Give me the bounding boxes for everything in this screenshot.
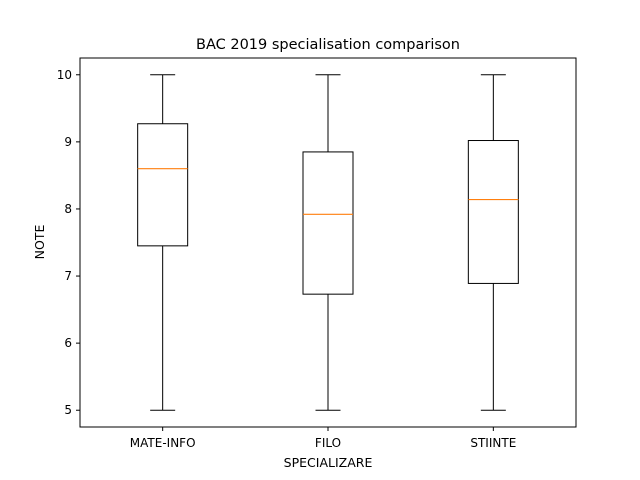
box-mate-info [137,74,189,411]
iqr-box [302,151,354,295]
y-axis-label: NOTE [32,225,47,260]
y-tick-label: 10 [57,68,72,82]
x-axis-label: SPECIALIZARE [284,455,373,470]
x-axis: MATE-INFO FILO STIINTE [130,427,516,450]
x-tick-label: STIINTE [470,436,516,450]
box-filo [302,74,354,411]
chart-title: BAC 2019 specialisation comparison [196,37,460,53]
plot-area-frame [79,57,577,428]
iqr-box [467,140,519,284]
x-tick-label: FILO [315,436,341,450]
y-tick-label: 6 [64,336,72,350]
y-axis: 5 6 7 8 9 10 [57,68,80,417]
box-stiinte [467,74,519,411]
y-tick-label: 9 [64,135,72,149]
box-series [137,74,519,411]
y-tick-label: 7 [64,269,72,283]
y-tick-label: 5 [64,403,72,417]
y-tick-label: 8 [64,202,72,216]
x-tick-label: MATE-INFO [130,436,196,450]
iqr-box [137,123,189,247]
